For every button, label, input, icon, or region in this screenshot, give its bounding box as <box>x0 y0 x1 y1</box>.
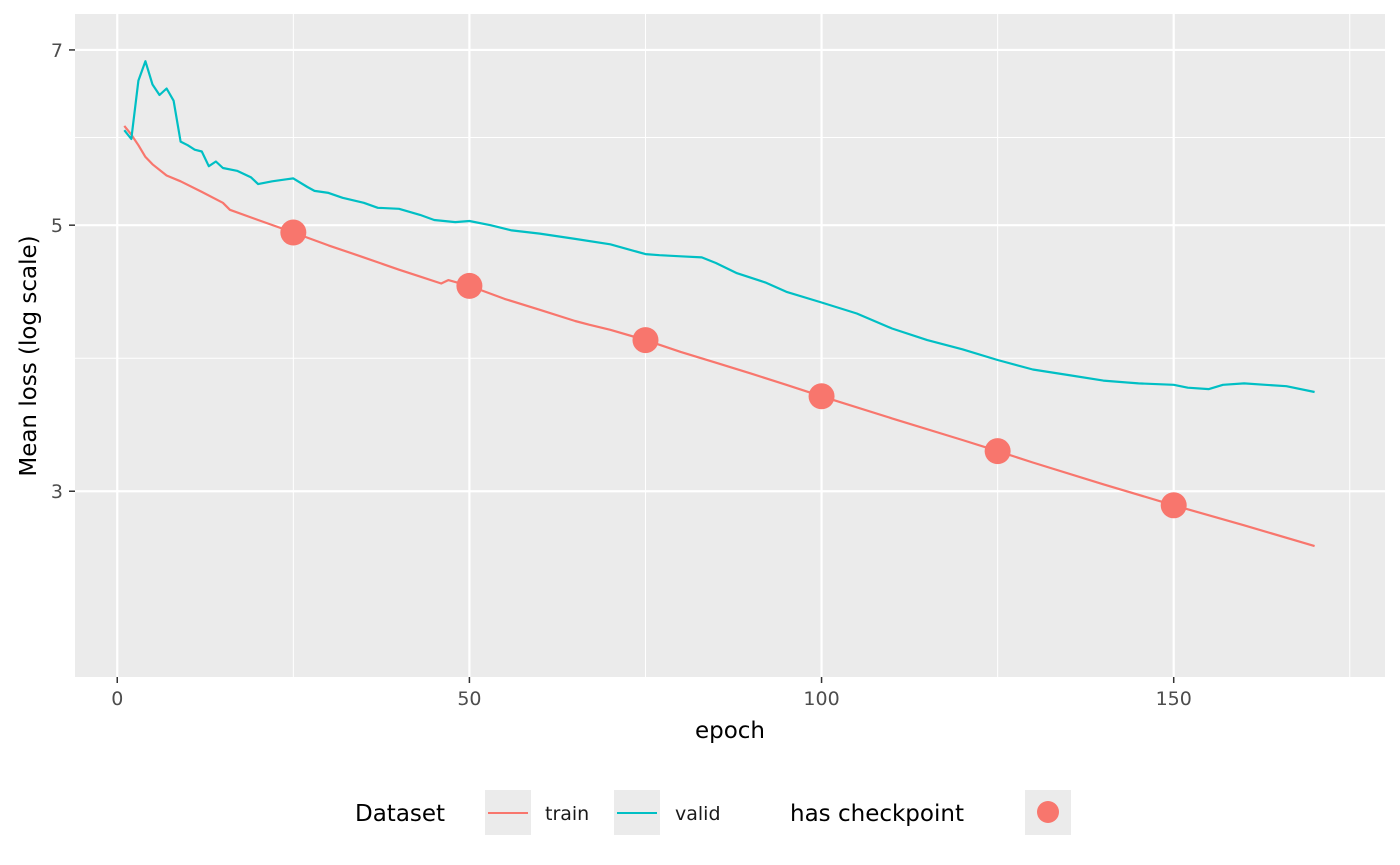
x-tick-label: 150 <box>1156 688 1192 710</box>
x-tick-label: 0 <box>111 688 123 710</box>
legend-label-valid: valid <box>675 803 721 825</box>
checkpoint-point <box>808 383 835 410</box>
legend-checkpoint-title: has checkpoint <box>790 801 964 827</box>
axes: 0 50 100 150 3 5 7 <box>51 40 1192 710</box>
y-tick-label: 3 <box>51 481 63 503</box>
checkpoint-point <box>632 327 659 354</box>
checkpoint-point <box>984 438 1011 465</box>
series-line-valid <box>123 60 1315 394</box>
y-tick-label: 5 <box>51 215 63 237</box>
checkpoint-point <box>280 219 307 246</box>
plot-panel <box>75 14 1385 677</box>
x-axis-title: epoch <box>695 718 765 744</box>
y-axis-title: Mean loss (log scale) <box>16 235 42 476</box>
checkpoint-points <box>280 219 1187 519</box>
x-tick-label: 50 <box>457 688 481 710</box>
y-tick-label: 7 <box>51 40 63 62</box>
legend-label-train: train <box>545 803 589 825</box>
legend-dataset-title: Dataset <box>355 801 445 827</box>
series-line-train <box>123 125 1315 548</box>
series-lines <box>123 60 1315 548</box>
checkpoint-point <box>1160 492 1187 519</box>
checkpoint-point <box>456 272 483 299</box>
legend-key-checkpoint-dot <box>1037 801 1059 823</box>
legend: Dataset train valid has checkpoint <box>355 790 1071 835</box>
x-tick-label: 100 <box>803 688 839 710</box>
